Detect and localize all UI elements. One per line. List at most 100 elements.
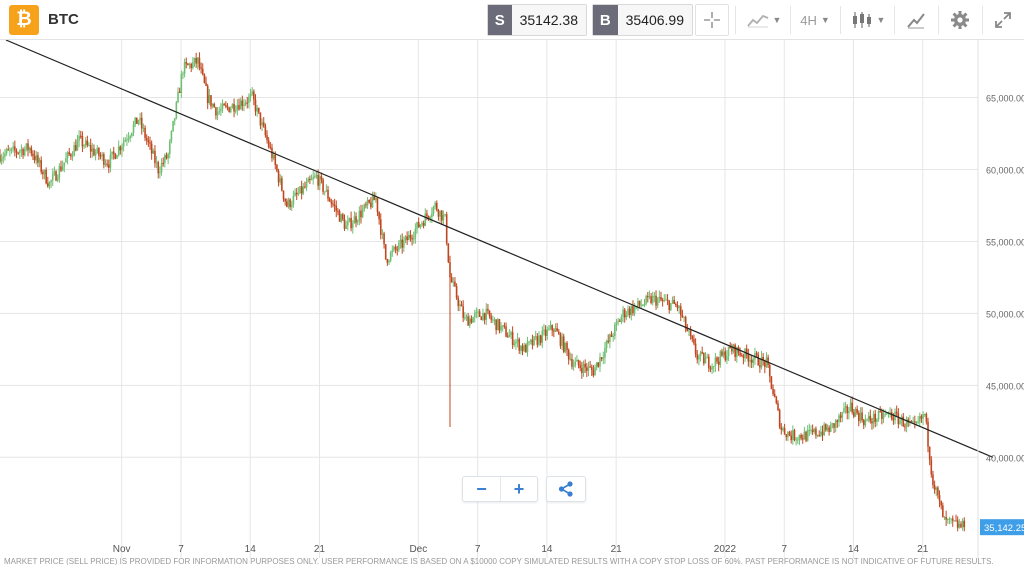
settings-button[interactable]	[943, 4, 977, 36]
fullscreen-button[interactable]	[987, 4, 1019, 36]
y-tick-label: 55,000.00	[986, 237, 1024, 247]
candle-body	[510, 332, 512, 336]
candle-body	[228, 107, 230, 113]
candle-body	[162, 162, 164, 164]
candle-body	[874, 413, 877, 422]
candle-body	[294, 192, 296, 196]
candle-body	[289, 199, 291, 208]
candle-body	[50, 180, 52, 183]
candle-body	[775, 397, 778, 404]
candle-body	[256, 107, 258, 112]
current-price-tag	[980, 519, 1024, 536]
candle-body	[47, 183, 49, 187]
candle-body	[625, 314, 628, 318]
candle-body	[694, 343, 697, 355]
candle-body	[318, 176, 321, 186]
candle-body	[281, 178, 283, 191]
candle-body	[168, 141, 171, 154]
timeframe-select[interactable]: 4H ▼	[795, 4, 835, 36]
candle-body	[503, 325, 506, 327]
candle-body	[292, 195, 295, 205]
candle-body	[447, 243, 450, 263]
candle-body	[200, 67, 202, 69]
candle-body	[131, 132, 133, 137]
candle-body	[836, 420, 839, 423]
candle-body	[862, 420, 865, 426]
candle-body	[379, 219, 382, 235]
candle-body	[742, 355, 745, 359]
candle-body	[805, 431, 807, 441]
crosshair-button[interactable]	[695, 4, 729, 36]
candle-body	[302, 186, 305, 194]
candle-body	[126, 139, 128, 141]
candle-body	[881, 411, 883, 419]
candle-body	[739, 352, 741, 356]
candle-body	[210, 95, 212, 107]
share-button[interactable]	[546, 476, 586, 502]
candle-body	[890, 412, 893, 419]
candle-body	[904, 426, 906, 428]
candle-body	[76, 140, 79, 151]
candle-body	[4, 153, 6, 157]
candle-body	[642, 305, 644, 307]
candle-body	[103, 154, 105, 165]
candle-body	[833, 423, 835, 428]
candle-body	[928, 446, 931, 460]
candle-body	[951, 518, 954, 521]
candle-body	[536, 336, 539, 345]
candle-type-select[interactable]: ▼	[846, 4, 890, 36]
candle-body	[269, 147, 272, 149]
candle-body	[650, 296, 652, 303]
candle-body	[492, 319, 494, 321]
candle-body	[154, 150, 156, 164]
candle-body	[557, 331, 560, 334]
candle-body	[712, 366, 715, 368]
candle-body	[543, 329, 545, 331]
candle-body	[167, 153, 169, 159]
candle-body	[599, 357, 601, 367]
candle-body	[33, 156, 36, 161]
x-tick-label: 21	[917, 544, 929, 555]
candle-body	[109, 154, 112, 168]
candle-body	[432, 206, 435, 214]
trend-line[interactable]	[5, 40, 994, 458]
candle-body	[544, 329, 547, 336]
candle-body	[0, 155, 1, 162]
candle-body	[721, 351, 723, 356]
fullscreen-icon	[995, 12, 1011, 28]
candle-body	[201, 68, 204, 75]
price-chart[interactable]: 40,000.00 45,000.00 50,000.00 55,000.00 60,0…	[0, 40, 1024, 558]
candle-body	[508, 335, 511, 338]
buy-price-button[interactable]: B 35406.99	[592, 4, 693, 36]
candle-body	[440, 210, 443, 221]
candle-body	[938, 495, 941, 501]
candle-body	[389, 252, 392, 261]
candle-body	[930, 459, 933, 475]
candle-body	[99, 155, 102, 157]
candle-body	[581, 368, 583, 374]
candle-body	[882, 414, 885, 419]
candle-body	[391, 250, 394, 253]
candle-body	[488, 310, 491, 317]
candle-body	[480, 316, 483, 321]
candle-body	[310, 179, 313, 181]
candle-body	[553, 330, 555, 332]
candle-body	[287, 199, 290, 207]
gear-icon	[951, 11, 969, 29]
candle-body	[462, 306, 464, 318]
candle-body	[51, 174, 54, 181]
drawing-tools-button[interactable]	[899, 4, 933, 36]
candle-body	[740, 355, 743, 357]
candle-body	[12, 146, 14, 149]
zoom-in-button[interactable]: +	[500, 477, 537, 501]
candle-body	[889, 412, 891, 414]
sell-price-button[interactable]: S 35142.38	[487, 4, 587, 36]
candle-body	[716, 357, 718, 362]
zoom-out-button[interactable]: −	[476, 478, 487, 499]
candle-body	[91, 148, 94, 152]
chart-type-select[interactable]: ▼	[742, 4, 786, 36]
candle-body	[589, 366, 591, 368]
candle-body	[801, 438, 804, 440]
instrument-symbol: BTC	[48, 11, 79, 28]
candle-body	[678, 306, 680, 308]
